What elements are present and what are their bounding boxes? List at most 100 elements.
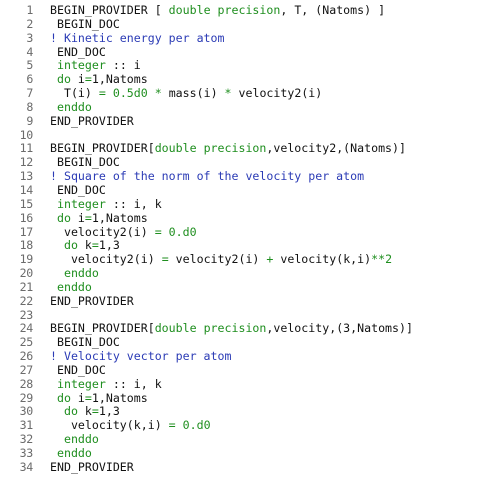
code-token: END_PROVIDER — [50, 114, 134, 128]
code-line[interactable]: 20 enddo — [0, 266, 497, 281]
code-line[interactable]: 23 — [0, 308, 497, 323]
keyword-token: do — [63, 239, 78, 253]
keyword-token: = — [161, 253, 169, 267]
code-token: 1,3 — [98, 239, 120, 253]
keyword-token: = — [91, 239, 99, 253]
code-line[interactable]: 26 ! Velocity vector per atom — [0, 349, 497, 364]
line-number: 17 — [19, 224, 34, 239]
line-code: enddo — [50, 101, 497, 115]
code-token — [50, 281, 57, 294]
line-code: ! Velocity vector per atom — [50, 350, 497, 364]
code-line[interactable]: 10 — [0, 128, 497, 143]
code-line[interactable]: 11 BEGIN_PROVIDER[double precision,veloci… — [0, 142, 497, 156]
code-line[interactable]: 25 BEGIN_DOC — [0, 335, 497, 350]
code-line[interactable]: 6 do i=1,Natoms — [0, 72, 497, 87]
code-line[interactable]: 12 BEGIN_DOC — [0, 155, 497, 170]
code-editor[interactable]: 1 BEGIN_PROVIDER [ double precision, T, (… — [0, 3, 497, 475]
comment-token: ! Square of the norm of the velocity per… — [50, 170, 365, 184]
code-line[interactable]: 7 T(i) = 0.5d0 * mass(i) * velocity2(i) — [0, 86, 497, 101]
keyword-token: enddo — [63, 433, 99, 447]
line-number: 28 — [19, 376, 34, 391]
line-number: 13 — [19, 169, 34, 184]
code-line[interactable]: 19 velocity2(i) = velocity2(i) + velocit… — [0, 252, 497, 267]
line-code: ! Square of the norm of the velocity per… — [50, 170, 497, 184]
line-code: enddo — [50, 281, 497, 295]
code-line[interactable]: 28 integer :: i, k — [0, 376, 497, 392]
code-line[interactable]: 32 enddo — [0, 432, 497, 447]
keyword-token: integer — [56, 377, 106, 391]
line-number: 4 — [26, 44, 33, 59]
code-line[interactable]: 33 enddo — [0, 446, 497, 461]
keyword-token: integer — [56, 197, 106, 211]
keyword-token: do — [56, 391, 71, 405]
line-code: BEGIN_DOC — [50, 156, 497, 170]
line-number: 30 — [19, 404, 34, 419]
code-line[interactable]: 24 BEGIN_PROVIDER[double precision,veloci… — [0, 322, 497, 336]
keyword-token: do — [63, 405, 78, 419]
code-token: 1,3 — [98, 405, 120, 419]
line-number: 27 — [19, 362, 34, 377]
code-token — [50, 212, 57, 225]
line-number: 31 — [19, 418, 34, 433]
line-number: 8 — [26, 99, 33, 114]
code-line[interactable]: 30 do k=1,3 — [0, 405, 497, 419]
code-line[interactable]: 9 END_PROVIDER — [0, 114, 497, 129]
code-line[interactable]: 18 do k=1,3 — [0, 238, 497, 253]
line-number: 32 — [19, 432, 34, 447]
code-token — [106, 87, 113, 100]
code-line[interactable]: 16 do i=1,Natoms — [0, 210, 497, 226]
code-token — [162, 226, 169, 239]
line-code: BEGIN_PROVIDER[double precision,velocity… — [50, 142, 497, 156]
line-number: 12 — [19, 155, 34, 170]
code-token — [176, 419, 183, 432]
line-code: BEGIN_DOC — [50, 18, 497, 32]
keyword-token: 0.d0 — [168, 225, 197, 239]
code-line[interactable]: 2 BEGIN_DOC — [0, 16, 497, 32]
code-token — [50, 433, 64, 446]
code-line[interactable]: 1 BEGIN_PROVIDER [ double precision, T, (… — [0, 3, 497, 18]
code-token: velocity2(i) — [168, 253, 267, 267]
keyword-token: = — [84, 391, 92, 405]
code-token — [50, 447, 57, 460]
line-code: END_DOC — [50, 364, 497, 378]
code-token: END_DOC — [50, 363, 106, 377]
line-number: 2 — [26, 16, 33, 31]
code-token: :: i, k — [105, 377, 162, 391]
code-line[interactable]: 8 enddo — [0, 99, 497, 115]
code-line[interactable]: 22 END_PROVIDER — [0, 294, 497, 309]
code-token: i — [70, 211, 85, 225]
keyword-token: 0.d0 — [182, 419, 211, 433]
code-line[interactable]: 21 enddo — [0, 280, 497, 295]
code-line[interactable]: 14 END_DOC — [0, 182, 497, 198]
keyword-token: * — [224, 87, 232, 101]
code-line[interactable]: 31 velocity(k,i) = 0.d0 — [0, 418, 497, 433]
line-number: 14 — [19, 182, 34, 197]
code-token — [50, 239, 64, 252]
code-line[interactable]: 29 do i=1,Natoms — [0, 391, 497, 406]
line-number: 25 — [19, 335, 34, 350]
line-code: END_PROVIDER — [50, 461, 497, 475]
keyword-token: integer — [56, 59, 106, 73]
code-line[interactable]: 5 integer :: i — [0, 59, 497, 73]
code-line[interactable]: 13 ! Square of the norm of the velocity p… — [0, 169, 497, 184]
line-code: END_DOC — [50, 46, 497, 60]
line-number: 3 — [26, 30, 33, 45]
code-line[interactable]: 4 END_DOC — [0, 44, 497, 60]
code-line[interactable]: 27 END_DOC — [0, 362, 497, 378]
code-token: END_PROVIDER — [50, 460, 134, 474]
line-number: 33 — [19, 446, 34, 460]
line-number: 18 — [19, 238, 34, 253]
line-code: enddo — [50, 447, 497, 461]
code-line[interactable]: 34 END_PROVIDER — [0, 460, 497, 475]
code-token: velocity2(i) — [50, 225, 155, 239]
keyword-token: = — [84, 211, 92, 225]
code-token: BEGIN_PROVIDER [ — [50, 4, 169, 17]
code-token: ,velocity2,(Natoms)] — [266, 142, 406, 156]
code-line[interactable]: 3 ! Kinetic energy per atom — [0, 30, 497, 46]
code-line[interactable]: 15 integer :: i, k — [0, 197, 497, 212]
line-number: 16 — [19, 210, 34, 225]
code-line[interactable]: 17 velocity2(i) = 0.d0 — [0, 224, 497, 240]
code-token: 1,Natoms — [91, 391, 148, 405]
code-token: i — [70, 391, 85, 405]
code-token: BEGIN_DOC — [50, 336, 120, 350]
